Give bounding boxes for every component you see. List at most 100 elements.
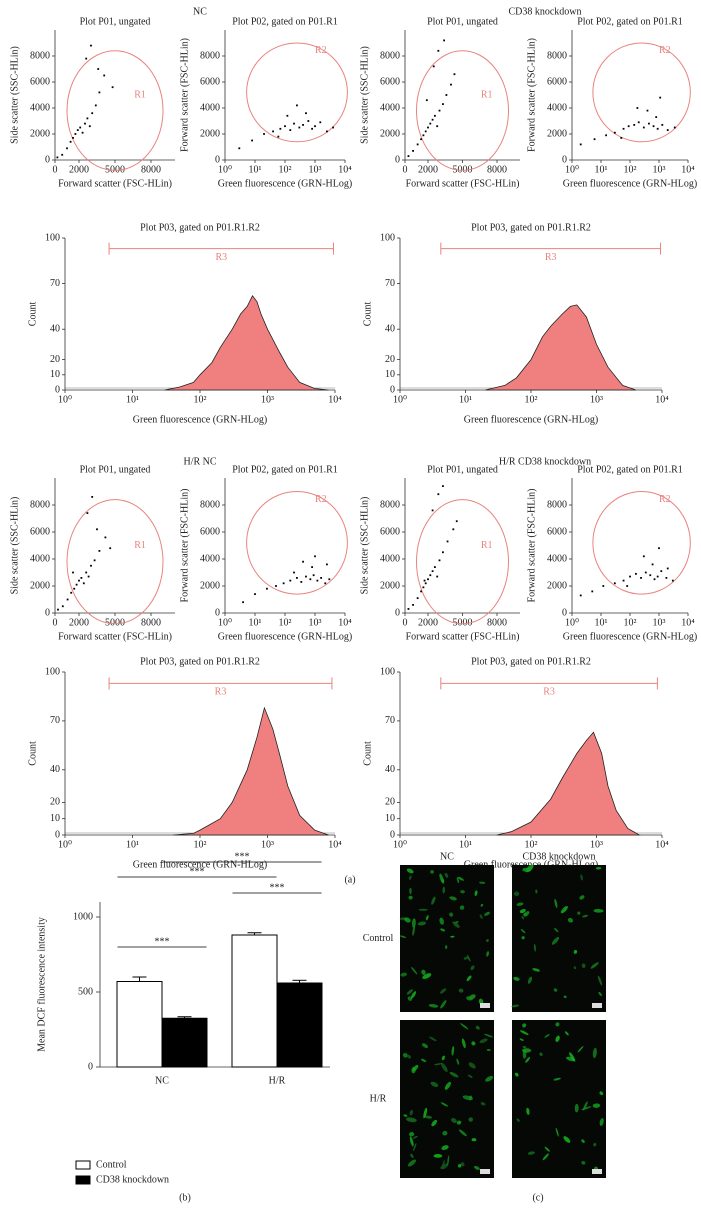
point bbox=[109, 547, 112, 550]
point bbox=[429, 574, 432, 577]
cell bbox=[580, 874, 583, 881]
y-tick-label: 0 bbox=[215, 154, 220, 165]
point bbox=[443, 39, 445, 42]
point bbox=[642, 126, 645, 129]
x-tick-label: 10⁰ bbox=[218, 617, 232, 628]
point bbox=[656, 127, 659, 130]
y-tick-label: 4000 bbox=[547, 102, 567, 113]
y-tick-label: 6000 bbox=[547, 76, 567, 87]
legend-swatch bbox=[75, 1175, 91, 1185]
column-label: CD38 knockdown bbox=[522, 851, 595, 862]
cell bbox=[423, 1107, 428, 1119]
point bbox=[80, 577, 83, 579]
x-axis-label: Forward scatter (FSC-HLin) bbox=[58, 631, 172, 642]
y-tick-label: 2000 bbox=[200, 580, 220, 591]
cell bbox=[582, 1101, 588, 1111]
point bbox=[649, 574, 652, 577]
cell bbox=[433, 1154, 443, 1158]
y-axis-label: Forward scatter (FSC-HLin) bbox=[179, 489, 190, 603]
cell bbox=[456, 877, 460, 884]
point bbox=[82, 582, 85, 585]
y-tick-label: 2000 bbox=[200, 128, 220, 139]
cell bbox=[527, 1151, 535, 1155]
point bbox=[613, 582, 616, 585]
cell bbox=[468, 1062, 476, 1069]
point bbox=[85, 57, 88, 60]
plot-title: Plot P02, gated on P01.R1 bbox=[232, 464, 338, 475]
point bbox=[438, 559, 441, 562]
point bbox=[442, 485, 444, 487]
y-tick-label: 8000 bbox=[547, 50, 567, 61]
cell bbox=[449, 1071, 459, 1078]
point bbox=[642, 555, 645, 558]
y-tick-label: 10 bbox=[385, 813, 395, 824]
x-tick-label: 10² bbox=[194, 394, 207, 405]
cell bbox=[554, 927, 559, 933]
plot-title: Plot P01, ungated bbox=[80, 16, 151, 27]
point bbox=[455, 520, 458, 523]
group-title: CD38 knockdown bbox=[508, 6, 581, 17]
cell bbox=[555, 1022, 560, 1027]
cell bbox=[460, 1023, 469, 1030]
cell bbox=[430, 1081, 439, 1087]
point bbox=[446, 540, 449, 543]
gate-label: R3 bbox=[215, 252, 227, 263]
cell bbox=[519, 908, 526, 914]
bar bbox=[161, 1017, 208, 1068]
cell bbox=[434, 1063, 442, 1066]
cell bbox=[522, 867, 532, 872]
y-tick-label: 8000 bbox=[200, 499, 220, 510]
cell bbox=[461, 1038, 466, 1049]
point bbox=[98, 91, 101, 94]
point bbox=[655, 116, 658, 118]
x-tick-label: 10⁰ bbox=[393, 394, 407, 405]
point bbox=[420, 590, 422, 593]
cell bbox=[555, 1127, 559, 1137]
point bbox=[660, 570, 663, 573]
cell bbox=[410, 1153, 414, 1158]
point bbox=[661, 124, 664, 126]
cell bbox=[425, 915, 429, 921]
y-tick-label: 0 bbox=[55, 384, 60, 395]
cell bbox=[485, 938, 489, 943]
y-tick-label: 10 bbox=[50, 369, 60, 380]
plot-title: Plot P01, ungated bbox=[427, 16, 498, 27]
gate-ellipse bbox=[246, 42, 348, 143]
y-tick-label: 8000 bbox=[30, 50, 50, 61]
cell bbox=[599, 1091, 604, 1096]
cell bbox=[451, 1118, 457, 1124]
significance-label: *** bbox=[190, 866, 205, 877]
cell bbox=[486, 1049, 491, 1051]
cell bbox=[513, 891, 520, 897]
point bbox=[314, 125, 316, 128]
point bbox=[579, 143, 582, 146]
cell bbox=[447, 1155, 450, 1166]
plot-title: Plot P02, gated on P01.R1 bbox=[577, 16, 683, 27]
cell bbox=[441, 1055, 445, 1061]
y-tick-label: 6000 bbox=[547, 526, 567, 537]
gate-ellipse bbox=[416, 499, 509, 625]
cell bbox=[424, 1115, 433, 1119]
point bbox=[434, 566, 436, 568]
plot-title: Plot P01, ungated bbox=[80, 464, 151, 475]
plot-title: Plot P03, gated on P01.R1.R2 bbox=[471, 222, 591, 233]
point bbox=[86, 117, 89, 120]
y-tick-label: 4000 bbox=[380, 102, 400, 113]
cell bbox=[409, 1132, 415, 1137]
y-tick-label: 0 bbox=[395, 607, 400, 618]
point bbox=[289, 129, 292, 131]
bar bbox=[231, 934, 278, 1068]
x-tick-label: 10¹ bbox=[595, 164, 608, 175]
point bbox=[56, 156, 59, 159]
point bbox=[326, 130, 328, 133]
point bbox=[277, 135, 280, 138]
cell bbox=[567, 917, 574, 923]
y-tick-label: 8000 bbox=[30, 499, 50, 510]
y-tick-label: 4000 bbox=[30, 102, 50, 113]
cell bbox=[533, 943, 536, 952]
point bbox=[633, 124, 636, 126]
cell bbox=[441, 1062, 448, 1072]
point bbox=[289, 579, 292, 582]
y-axis-label: Side scatter (SSC-HLin) bbox=[359, 46, 370, 144]
row-label: H/R bbox=[370, 1093, 387, 1104]
